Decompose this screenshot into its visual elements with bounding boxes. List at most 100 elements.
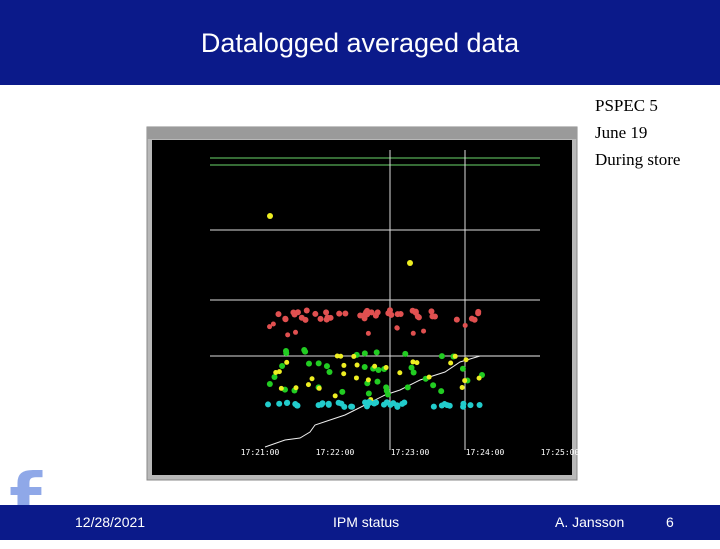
dot (438, 402, 445, 409)
dot (429, 313, 436, 320)
dot (386, 307, 393, 314)
dot (305, 360, 312, 367)
dot (365, 390, 372, 397)
dot (438, 353, 445, 360)
dot (332, 393, 338, 399)
dot (351, 353, 357, 359)
dot (383, 365, 389, 371)
dot (453, 316, 460, 323)
dot (383, 399, 390, 406)
dot (317, 315, 324, 322)
dot (394, 325, 400, 331)
dot (285, 332, 291, 338)
dot (452, 353, 458, 359)
dot (266, 381, 273, 388)
dot (397, 370, 403, 376)
dot (282, 316, 289, 323)
dot (467, 402, 474, 409)
scatter-dots (265, 213, 486, 410)
dot (428, 308, 435, 315)
dot (305, 382, 311, 388)
footer-date: 12/28/2021 (75, 514, 146, 530)
note: PSPEC 5 (595, 96, 658, 115)
dot (353, 375, 359, 381)
dot (404, 384, 411, 391)
dot (301, 347, 308, 354)
footer-band: 12/28/2021 IPM status A. Jansson 6 (0, 505, 720, 540)
dot (265, 401, 272, 408)
dot (283, 350, 290, 357)
header-band: Datalogged averaged data (0, 0, 720, 85)
dot (341, 371, 347, 377)
dot (273, 370, 279, 376)
dot (372, 363, 378, 369)
dot (293, 385, 299, 391)
dot (326, 368, 333, 375)
time-label: 17:24:00 (466, 448, 505, 457)
dot (318, 401, 325, 408)
dot (354, 362, 360, 368)
dot (271, 374, 278, 381)
dot (279, 363, 286, 370)
footer-page: 6 (666, 514, 674, 530)
note: June 19 (595, 123, 648, 142)
dot (278, 385, 284, 391)
dot (348, 403, 355, 410)
dot (323, 316, 330, 323)
dot (430, 382, 437, 389)
dot (336, 310, 343, 317)
dot (384, 391, 391, 398)
notes: PSPEC 5 June 19 During store (595, 92, 680, 173)
dot (315, 360, 322, 367)
time-label: 17:23:00 (391, 448, 430, 457)
time-label: 17:25:00 (541, 448, 580, 457)
dot (397, 311, 404, 318)
dot (325, 401, 332, 408)
dot (462, 322, 468, 328)
time-label: 17:22:00 (316, 448, 355, 457)
dot (323, 309, 330, 316)
dot (292, 400, 299, 407)
dot (410, 359, 416, 365)
dot (402, 350, 409, 357)
dot (338, 353, 344, 359)
dot (375, 366, 382, 373)
dot (364, 311, 371, 318)
dot (303, 307, 310, 314)
dot (309, 376, 315, 382)
time-axis: 17:21:00 17:22:00 17:23:00 17:24:00 17:25:00 (241, 448, 580, 457)
dot (410, 330, 416, 336)
dot (463, 357, 469, 363)
dot (341, 403, 348, 410)
dot (267, 324, 273, 330)
dot (365, 377, 371, 383)
dot (459, 384, 465, 390)
dot (374, 309, 381, 316)
dot (475, 310, 482, 317)
dot (444, 402, 451, 409)
dot (284, 359, 290, 365)
dot (459, 365, 466, 372)
dot (414, 360, 420, 366)
window-titlebar (147, 127, 577, 139)
dot (373, 349, 380, 356)
dot (408, 364, 415, 371)
dot (365, 399, 372, 406)
dot (341, 362, 347, 368)
dot (438, 388, 445, 395)
dot (270, 321, 276, 327)
dot (394, 402, 401, 409)
dot (468, 315, 475, 322)
dot (462, 378, 468, 384)
dot (365, 330, 371, 336)
footer-title: IPM status (333, 514, 400, 530)
dot (426, 374, 432, 380)
dot (361, 350, 368, 357)
dot (298, 314, 305, 321)
dot (267, 213, 273, 219)
dot (415, 314, 422, 321)
dot (312, 310, 319, 317)
plot-area (152, 140, 572, 475)
dot (323, 363, 330, 370)
